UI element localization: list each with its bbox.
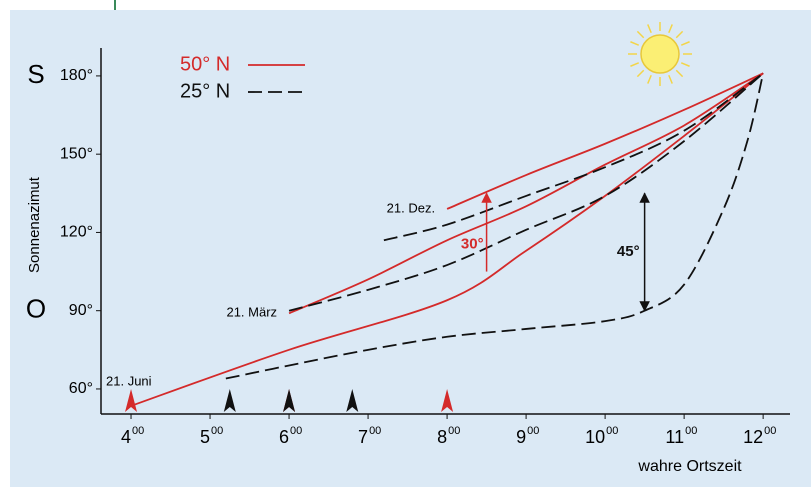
- legend-label: 50° N: [180, 53, 230, 75]
- side-label: O: [26, 294, 46, 324]
- y-tick-label: 120°: [60, 224, 93, 241]
- x-tick-minutes: 00: [132, 425, 144, 437]
- x-tick-minutes: 00: [448, 425, 460, 437]
- x-tick-label: 10: [585, 427, 605, 447]
- y-tick-label: 180°: [60, 67, 93, 84]
- date-label: 21. Dez.: [387, 200, 435, 215]
- panel: [10, 10, 811, 487]
- x-tick-minutes: 00: [369, 425, 381, 437]
- y-tick-label: 60°: [69, 380, 93, 397]
- x-tick-label: 5: [200, 427, 210, 447]
- x-tick-minutes: 00: [685, 425, 697, 437]
- x-tick-minutes: 00: [211, 425, 223, 437]
- annotation-label: 30°: [461, 235, 484, 252]
- x-axis-title: wahre Ortszeit: [637, 458, 742, 475]
- annotation-label: 45°: [617, 243, 640, 260]
- x-tick-label: 7: [358, 427, 368, 447]
- x-tick-minutes: 00: [606, 425, 618, 437]
- side-label: S: [27, 59, 44, 89]
- chart: Sonnenazimut wahre Ortszeit 60° 90° 120° 15…: [0, 0, 811, 487]
- page: Sonnenazimut wahre Ortszeit 60° 90° 120° 15…: [0, 0, 811, 487]
- legend-label: 25° N: [180, 80, 230, 102]
- x-tick-label: 12: [743, 427, 763, 447]
- y-axis-title: Sonnenazimut: [26, 176, 43, 273]
- x-tick-label: 8: [437, 427, 447, 447]
- sun-disc: [641, 35, 679, 73]
- x-tick-minutes: 00: [290, 425, 302, 437]
- x-tick-minutes: 00: [764, 425, 776, 437]
- x-tick-minutes: 00: [527, 425, 539, 437]
- y-tick-label: 90°: [69, 302, 93, 319]
- x-tick-label: 11: [665, 427, 684, 447]
- x-tick-label: 4: [121, 427, 131, 447]
- date-label: 21. März: [226, 305, 277, 320]
- x-tick-label: 6: [279, 427, 289, 447]
- y-tick-label: 150°: [60, 145, 93, 162]
- x-tick-label: 9: [516, 427, 526, 447]
- date-label: 21. Juni: [106, 373, 152, 388]
